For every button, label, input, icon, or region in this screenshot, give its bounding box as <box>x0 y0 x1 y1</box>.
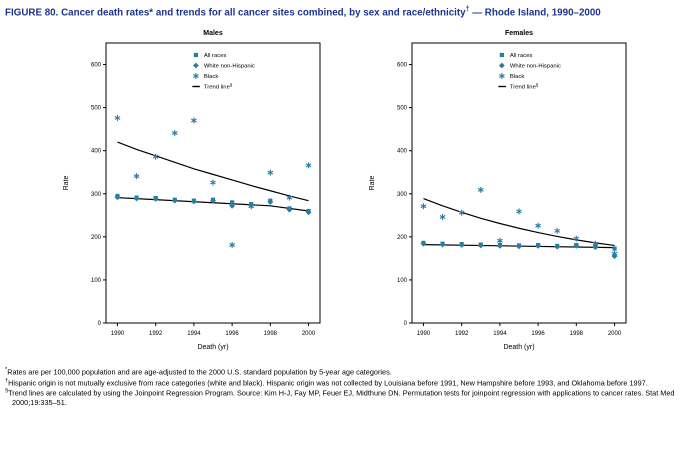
females-chart: Females 0 100 200 300 400 500 600 1990 1992 1994 19… <box>369 30 626 351</box>
footnote-text: Trend lines are calculated by using the … <box>8 387 675 407</box>
svg-text:2000: 2000 <box>301 331 315 337</box>
svg-text:Trend line§: Trend line§ <box>203 83 232 91</box>
svg-text:100: 100 <box>90 278 101 284</box>
svg-text:Trend line§: Trend line§ <box>509 83 538 91</box>
males-chart-panel: Males 0 100 200 300 400 500 600 1990 1992 1994 1996… <box>58 23 330 362</box>
females-chart-panel: Females 0 100 200 300 400 500 600 1990 1992 1994 19… <box>364 23 636 362</box>
svg-text:White non-Hispanic: White non-Hispanic <box>203 64 254 70</box>
svg-text:500: 500 <box>396 106 407 112</box>
svg-text:1994: 1994 <box>187 331 201 337</box>
svg-text:600: 600 <box>90 63 101 69</box>
svg-text:200: 200 <box>396 235 407 241</box>
svg-text:1990: 1990 <box>110 331 124 337</box>
svg-text:1996: 1996 <box>225 331 239 337</box>
svg-text:200: 200 <box>90 235 101 241</box>
svg-text:Males: Males <box>203 30 223 37</box>
footnote-hispanic-origin: †Hispanic origin is not mutually exclusi… <box>5 378 688 388</box>
svg-text:300: 300 <box>396 192 407 198</box>
footnote-text: Rates are per 100,000 population and are… <box>7 367 392 377</box>
figure-title-tail: — Rhode Island, 1990–2000 <box>469 7 601 19</box>
footnote-trend-lines: §Trend lines are calculated by using the… <box>5 388 688 408</box>
svg-text:1990: 1990 <box>416 331 430 337</box>
svg-text:Death (yr): Death (yr) <box>503 344 534 351</box>
svg-text:1998: 1998 <box>263 331 277 337</box>
svg-text:White non-Hispanic: White non-Hispanic <box>509 64 560 70</box>
footnote-marker: § <box>5 387 9 394</box>
svg-text:1992: 1992 <box>454 331 468 337</box>
svg-text:1992: 1992 <box>148 331 162 337</box>
figure-title-dagger: † <box>465 6 470 13</box>
svg-text:400: 400 <box>90 149 101 155</box>
svg-text:Black: Black <box>509 74 523 80</box>
svg-text:400: 400 <box>396 149 407 155</box>
svg-text:All races: All races <box>203 53 226 59</box>
svg-text:300: 300 <box>90 192 101 198</box>
footnote-text: Hispanic origin is not mutually exclusiv… <box>8 377 648 387</box>
figure-title: FIGURE 80. Cancer death rates* and trend… <box>5 5 688 20</box>
svg-text:Females: Females <box>504 30 532 37</box>
svg-text:All races: All races <box>509 53 532 59</box>
svg-text:Rate: Rate <box>369 176 376 191</box>
svg-text:0: 0 <box>403 321 407 327</box>
footnotes: *Rates are per 100,000 population and ar… <box>5 367 688 407</box>
svg-text:Black: Black <box>203 74 217 80</box>
footnote-marker: * <box>5 367 8 374</box>
males-chart: Males 0 100 200 300 400 500 600 1990 1992 1994 1996… <box>63 30 320 351</box>
footnote-marker: † <box>5 377 9 384</box>
charts-row: Males 0 100 200 300 400 500 600 1990 1992 1994 1996… <box>5 23 688 362</box>
svg-text:0: 0 <box>97 321 101 327</box>
svg-text:100: 100 <box>396 278 407 284</box>
svg-text:1994: 1994 <box>493 331 507 337</box>
figure-title-main: FIGURE 80. Cancer death rates* and trend… <box>5 7 466 19</box>
svg-text:500: 500 <box>90 106 101 112</box>
svg-text:600: 600 <box>396 63 407 69</box>
svg-text:1998: 1998 <box>569 331 583 337</box>
svg-text:1996: 1996 <box>531 331 545 337</box>
svg-text:2000: 2000 <box>607 331 621 337</box>
svg-text:Rate: Rate <box>63 176 70 191</box>
svg-text:Death (yr): Death (yr) <box>197 344 228 351</box>
footnote-rates: *Rates are per 100,000 population and ar… <box>5 367 688 377</box>
